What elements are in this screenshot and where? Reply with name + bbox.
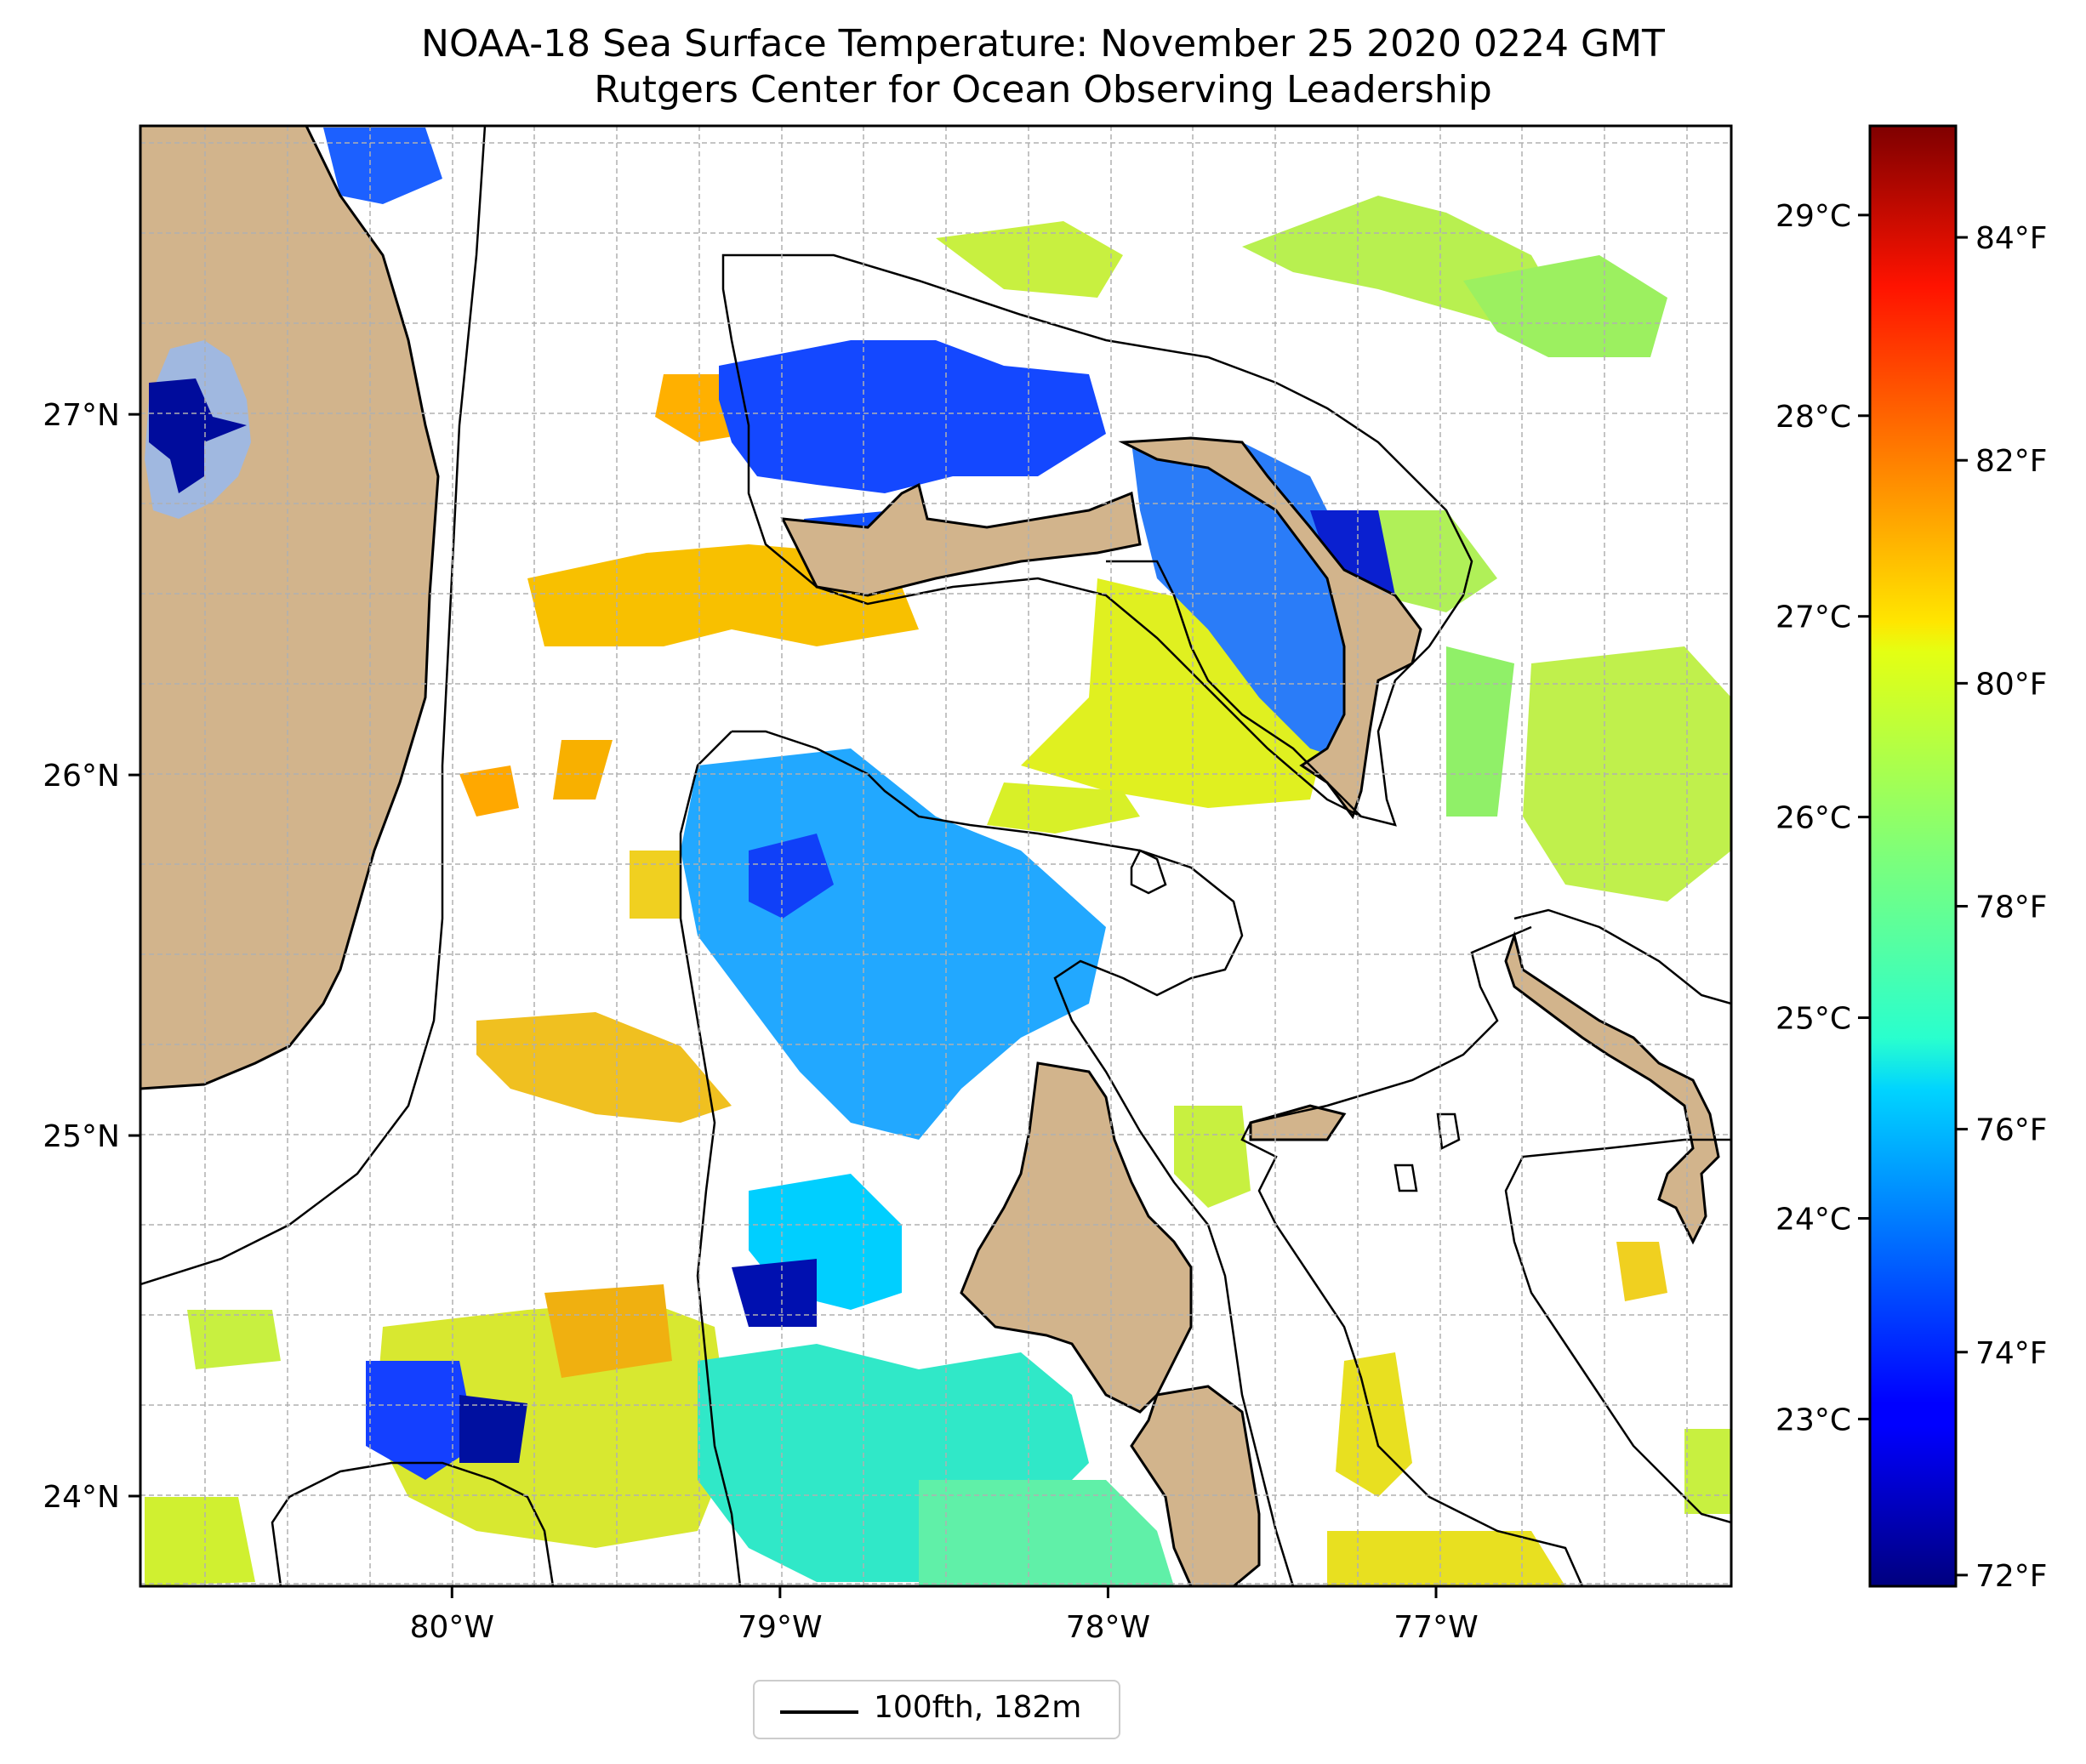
lat-tick-label: 25°N	[43, 1119, 120, 1154]
map-area	[140, 126, 1731, 1586]
map-frame	[139, 124, 1733, 1588]
legend-line-swatch	[780, 1710, 858, 1714]
colorbar-fahrenheit-label: 72°F	[1975, 1559, 2048, 1594]
colorbar-celsius-label: 27°C	[1775, 600, 1851, 635]
eleuthera	[1504, 930, 1720, 1245]
colorbar-fahrenheit-label: 76°F	[1975, 1113, 2048, 1148]
longitude-ticks: 80°W 79°W 78°W 77°W	[410, 1586, 1479, 1645]
map-gridlines	[140, 126, 1731, 1586]
abaco	[1118, 436, 1422, 820]
depth-contour-100fth	[140, 126, 1731, 1586]
map-subtitle: Rutgers Center for Ocean Observing Leade…	[594, 68, 1492, 111]
legend-label: 100fth, 182m	[874, 1690, 1082, 1725]
sst-data-layer	[145, 128, 1731, 1586]
lon-tick-label: 80°W	[410, 1610, 494, 1645]
latitude-ticks: 27°N 26°N 25°N 24°N	[43, 398, 140, 1515]
colorbar-fahrenheit-label: 84°F	[1975, 221, 2048, 256]
colorbar-fahrenheit-label: 78°F	[1975, 890, 2048, 925]
lon-tick-label: 77°W	[1394, 1610, 1478, 1645]
colorbar-fahrenheit-label: 74°F	[1975, 1336, 2048, 1371]
andros	[960, 1061, 1193, 1414]
colorbar	[1868, 124, 1958, 1588]
colorbar-fahrenheit-label: 80°F	[1975, 667, 2048, 702]
colorbar-celsius-label: 26°C	[1775, 801, 1851, 836]
legend: 100fth, 182m	[753, 1680, 1120, 1739]
grand-bahama	[780, 482, 1142, 597]
lat-tick-label: 24°N	[43, 1480, 120, 1515]
colorbar-fahrenheit-label: 82°F	[1975, 444, 2048, 479]
lat-tick-label: 27°N	[43, 398, 120, 433]
colorbar-celsius-labels: 29°C 28°C 27°C 26°C 25°C 24°C 23°C	[1775, 199, 1870, 1437]
map-title: NOAA-18 Sea Surface Temperature: Novembe…	[421, 22, 1665, 65]
colorbar-celsius-label: 29°C	[1775, 199, 1851, 234]
colorbar-celsius-label: 24°C	[1775, 1202, 1851, 1237]
colorbar-celsius-label: 28°C	[1775, 400, 1851, 435]
lat-tick-label: 26°N	[43, 759, 120, 794]
lon-tick-label: 79°W	[738, 1610, 822, 1645]
lon-tick-label: 78°W	[1066, 1610, 1150, 1645]
colorbar-celsius-label: 25°C	[1775, 1002, 1851, 1037]
colorbar-celsius-label: 23°C	[1775, 1403, 1851, 1437]
colorbar-fahrenheit-labels: 84°F 82°F 80°F 78°F 76°F 74°F 72°F	[1956, 221, 2048, 1594]
